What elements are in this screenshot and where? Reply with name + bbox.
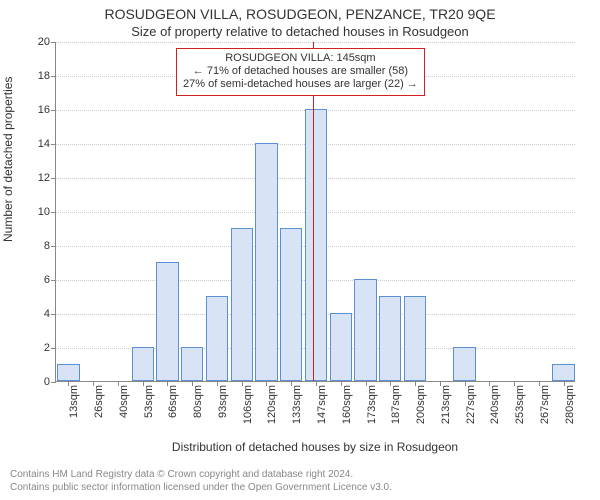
xtick-label: 173sqm [366, 385, 378, 424]
ytick-label: 4 [44, 308, 56, 320]
xtick-label: 66sqm [167, 385, 179, 418]
footer-line-2: Contains public sector information licen… [10, 482, 590, 495]
ytick-label: 2 [44, 342, 56, 354]
histogram-bar [280, 228, 302, 381]
ytick-label: 6 [44, 274, 56, 286]
ytick-label: 14 [38, 138, 56, 150]
xtick-label: 253sqm [514, 385, 526, 424]
ytick-label: 12 [38, 172, 56, 184]
ytick-label: 8 [44, 240, 56, 252]
footer-line-1: Contains HM Land Registry data © Crown c… [10, 469, 590, 482]
ytick-label: 10 [38, 206, 56, 218]
histogram-bar [354, 279, 376, 381]
ytick-label: 16 [38, 104, 56, 116]
xtick-label: 26sqm [93, 385, 105, 418]
histogram-bar [255, 143, 277, 381]
histogram-bar [305, 109, 327, 381]
page-title: ROSUDGEON VILLA, ROSUDGEON, PENZANCE, TR… [0, 0, 600, 22]
xtick-label: 267sqm [539, 385, 551, 424]
histogram-bar [156, 262, 178, 381]
histogram-bar [181, 347, 203, 381]
histogram-bar [404, 296, 426, 381]
xtick-label: 213sqm [440, 385, 452, 424]
ytick-label: 18 [38, 70, 56, 82]
histogram-bar [231, 228, 253, 381]
xtick-label: 106sqm [242, 385, 254, 424]
xtick-label: 227sqm [465, 385, 477, 424]
annotation-line-1: ROSUDGEON VILLA: 145sqm [183, 52, 418, 65]
xtick-label: 133sqm [291, 385, 303, 424]
footer-attribution: Contains HM Land Registry data © Crown c… [10, 469, 590, 494]
xtick-label: 187sqm [390, 385, 402, 424]
chart-container: Number of detached properties 0246810121… [0, 42, 600, 442]
xtick-label: 40sqm [118, 385, 130, 418]
xtick-label: 160sqm [341, 385, 353, 424]
xtick-label: 240sqm [489, 385, 501, 424]
histogram-bar [552, 364, 574, 381]
ytick-label: 20 [38, 36, 56, 48]
annotation-box: ROSUDGEON VILLA: 145sqm ← 71% of detache… [176, 48, 425, 96]
gridline [56, 42, 575, 43]
xtick-label: 280sqm [564, 385, 576, 424]
annotation-line-3: 27% of semi-detached houses are larger (… [183, 78, 418, 91]
histogram-bar [206, 296, 228, 381]
x-axis-label: Distribution of detached houses by size … [55, 440, 575, 454]
histogram-bar [453, 347, 475, 381]
ytick-label: 0 [44, 376, 56, 388]
xtick-label: 80sqm [192, 385, 204, 418]
xtick-label: 200sqm [415, 385, 427, 424]
histogram-bar [330, 313, 352, 381]
plot-area: 0246810121416182013sqm26sqm40sqm53sqm66s… [55, 42, 575, 382]
xtick-label: 53sqm [143, 385, 155, 418]
xtick-label: 147sqm [316, 385, 328, 424]
annotation-line-2: ← 71% of detached houses are smaller (58… [183, 65, 418, 78]
xtick-label: 13sqm [68, 385, 80, 418]
page-subtitle: Size of property relative to detached ho… [0, 22, 600, 43]
histogram-bar [57, 364, 79, 381]
y-axis-label: Number of detached properties [1, 77, 15, 242]
histogram-bar [132, 347, 154, 381]
histogram-bar [379, 296, 401, 381]
xtick-label: 93sqm [217, 385, 229, 418]
xtick-label: 120sqm [266, 385, 278, 424]
